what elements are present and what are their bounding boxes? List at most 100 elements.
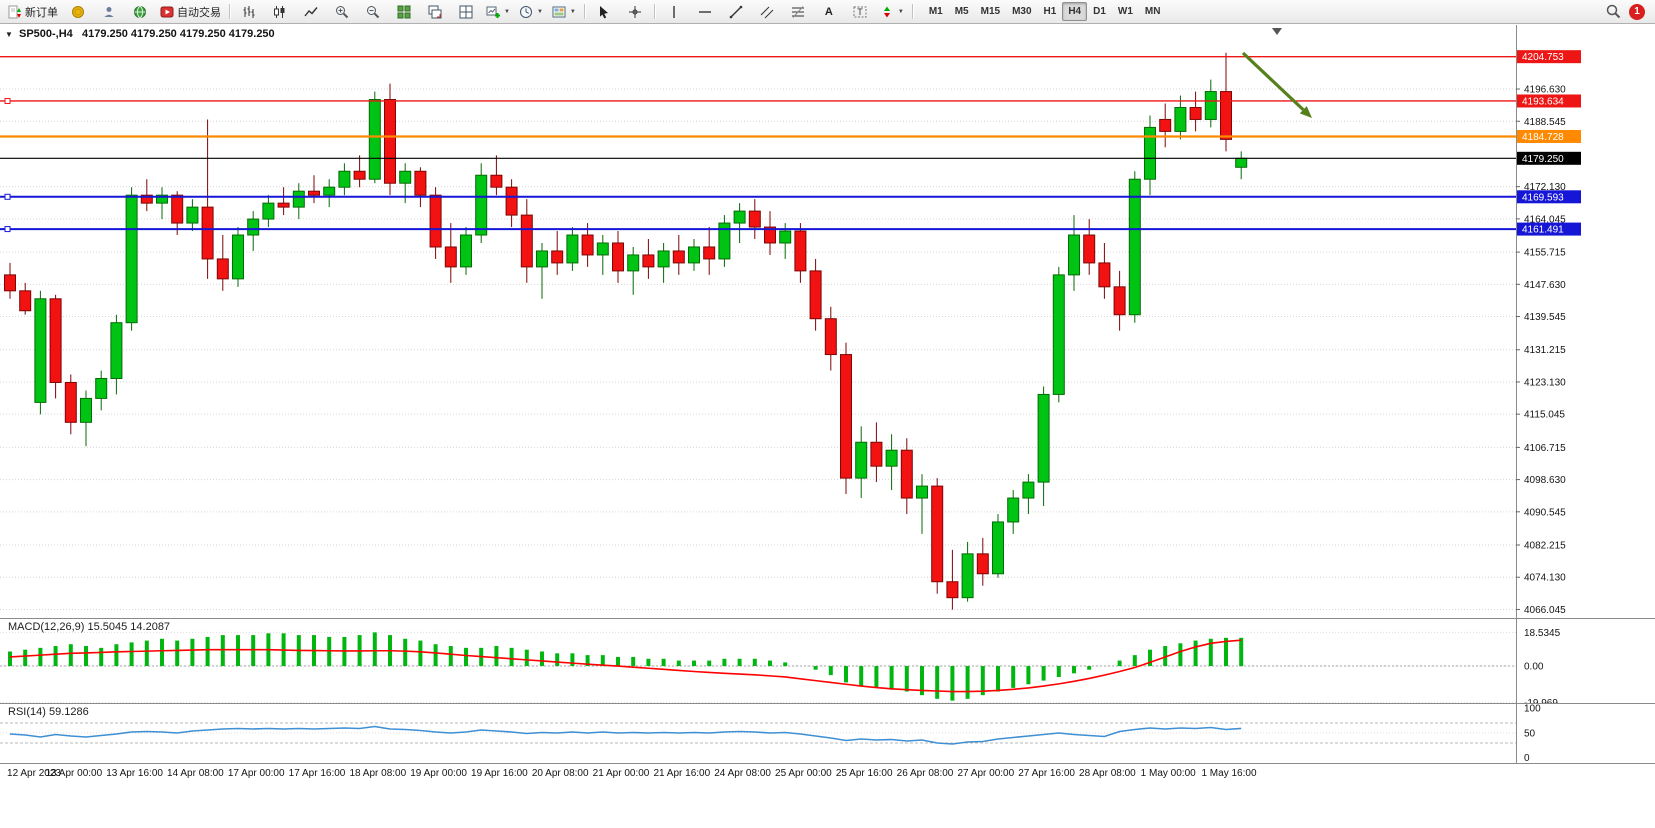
macd-axis: 18.5345 0.00 -19.969 xyxy=(1516,618,1561,703)
horizontal-line-icon xyxy=(698,10,711,13)
rsi-axis: 100 50 0 xyxy=(1516,703,1541,763)
arrow-annotation xyxy=(1241,28,1312,118)
macd-panel-canvas[interactable]: 18.5345 0.00 -19.969 xyxy=(0,618,1655,703)
zoom-in-button[interactable] xyxy=(327,1,357,23)
svg-text:0.00: 0.00 xyxy=(1524,662,1544,673)
label-tool-button[interactable]: T xyxy=(845,1,875,23)
collapse-ohlc-icon[interactable]: ▼ xyxy=(5,30,13,39)
cascade-windows-button[interactable] xyxy=(420,1,450,23)
rsi-indicator-label: RSI(14) 59.1286 xyxy=(8,706,89,718)
zoom-out-icon xyxy=(367,5,380,18)
rsi-line xyxy=(9,725,1242,745)
svg-text:4106.715: 4106.715 xyxy=(1524,443,1566,454)
macd-indicator-label: MACD(12,26,9) 15.5045 14.2087 xyxy=(8,621,171,633)
svg-text:18.5345: 18.5345 xyxy=(1524,628,1561,639)
toolbar: 新订单 自动交易 xyxy=(0,0,1655,24)
svg-text:4161.491: 4161.491 xyxy=(1522,225,1564,236)
svg-text:4066.045: 4066.045 xyxy=(1524,605,1566,616)
rsi-panel-canvas[interactable]: 100 50 0 xyxy=(0,703,1655,763)
time-label: 26 Apr 08:00 xyxy=(896,768,954,779)
timeframe-w1[interactable]: W1 xyxy=(1117,6,1133,17)
timeframe-m15[interactable]: M15 xyxy=(980,6,1001,17)
timeframe-d1[interactable]: D1 xyxy=(1093,6,1106,17)
community-button[interactable] xyxy=(94,1,124,23)
timeframe-m1[interactable]: M1 xyxy=(928,6,943,17)
time-axis[interactable]: 12 Apr 2023 13 Apr 00:00 13 Apr 16:00 14 Ap… xyxy=(0,763,1655,786)
horizontal-line-tool-button[interactable] xyxy=(690,1,720,23)
trendline-tool-button[interactable] xyxy=(721,1,751,23)
timeframe-h4[interactable]: H4 xyxy=(1062,2,1088,21)
main-chart-canvas[interactable]: 4196.630 4188.545 4172.130 4164.045 4155.715… xyxy=(0,25,1655,618)
notification-badge[interactable]: 1 xyxy=(1629,3,1645,20)
svg-text:4196.630: 4196.630 xyxy=(1524,85,1566,96)
time-label: 24 Apr 08:00 xyxy=(714,768,771,779)
shapes-tool-button[interactable]: ▼ xyxy=(876,1,908,23)
chevron-down-icon: ▼ xyxy=(504,8,510,15)
time-label: 17 Apr 16:00 xyxy=(288,768,346,779)
price-axis: 4196.630 4188.545 4172.130 4164.045 4155.715… xyxy=(1516,25,1566,618)
time-label: 19 Apr 00:00 xyxy=(410,768,467,779)
svg-text:4131.215: 4131.215 xyxy=(1524,345,1566,356)
line-chart-button[interactable] xyxy=(296,1,326,23)
web-button[interactable] xyxy=(125,1,155,23)
time-label: 17 Apr 00:00 xyxy=(227,768,285,779)
time-label: 1 May 16:00 xyxy=(1201,768,1257,779)
cursor-tool-button[interactable] xyxy=(589,1,619,23)
bar-chart-icon xyxy=(243,5,255,18)
time-label: 20 Apr 08:00 xyxy=(531,768,589,779)
time-label: 25 Apr 00:00 xyxy=(775,768,832,779)
timeframe-mn[interactable]: MN xyxy=(1144,6,1161,17)
fibonacci-tool-button[interactable] xyxy=(783,1,813,23)
svg-text:4164.045: 4164.045 xyxy=(1524,214,1566,225)
crosshair-tool-button[interactable] xyxy=(620,1,650,23)
notification-count: 1 xyxy=(1634,6,1640,17)
arrange-windows-icon xyxy=(459,5,473,18)
periods-button[interactable]: ▼ xyxy=(515,1,547,23)
timeframe-m5[interactable]: M5 xyxy=(954,6,969,17)
time-label: 13 Apr 00:00 xyxy=(45,768,103,779)
text-tool-label: A xyxy=(824,5,833,18)
chart-ohlc-values: 4179.250 4179.250 4179.250 4179.250 xyxy=(81,28,275,40)
svg-text:4188.545: 4188.545 xyxy=(1524,117,1566,128)
timeframe-h1[interactable]: H1 xyxy=(1043,6,1057,17)
chart-symbol-period: SP500-,H4 xyxy=(18,28,73,40)
bar-chart-button[interactable] xyxy=(234,1,264,23)
zoom-in-icon xyxy=(336,5,349,18)
channel-tool-button[interactable] xyxy=(752,1,782,23)
horizontal-lines-layer xyxy=(0,55,1516,233)
tile-windows-button[interactable] xyxy=(389,1,419,23)
tile-windows-icon xyxy=(397,5,411,18)
cursor-icon xyxy=(599,5,608,18)
new-chart-button[interactable]: ▼ xyxy=(482,1,514,23)
globe-icon xyxy=(134,5,146,18)
deposit-button[interactable] xyxy=(63,1,93,23)
zoom-out-button[interactable] xyxy=(358,1,388,23)
trendline-icon xyxy=(729,5,743,18)
timeframe-m30[interactable]: M30 xyxy=(1012,6,1032,17)
chevron-down-icon: ▼ xyxy=(536,8,543,15)
svg-text:4184.728: 4184.728 xyxy=(1522,132,1564,143)
time-label: 28 Apr 08:00 xyxy=(1079,768,1136,779)
time-label: 18 Apr 08:00 xyxy=(349,768,407,779)
arrange-windows-button[interactable] xyxy=(451,1,481,23)
autotrading-button[interactable]: 自动交易 xyxy=(156,1,225,23)
chart-area: ▼ SP500-,H4 4179.250 4179.250 4179.250 4… xyxy=(0,25,1655,828)
vertical-line-tool-button[interactable] xyxy=(659,1,689,23)
svg-text:4074.130: 4074.130 xyxy=(1524,573,1566,584)
line-chart-icon xyxy=(304,6,318,16)
macd-histogram xyxy=(8,632,1244,701)
rsi-levels xyxy=(0,722,1516,744)
coin-icon xyxy=(72,5,84,18)
time-label: 27 Apr 00:00 xyxy=(957,768,1015,779)
svg-text:4204.753: 4204.753 xyxy=(1522,52,1564,63)
crosshair-icon xyxy=(628,5,641,18)
new-order-button[interactable]: 新订单 xyxy=(4,1,62,23)
channel-icon xyxy=(760,6,774,18)
svg-text:-19.969: -19.969 xyxy=(1524,698,1558,703)
templates-button[interactable]: ▼ xyxy=(548,1,580,23)
time-label: 27 Apr 16:00 xyxy=(1018,768,1075,779)
candlestick-button[interactable] xyxy=(265,1,295,23)
text-tool-button[interactable]: A xyxy=(814,1,844,23)
time-label: 13 Apr 16:00 xyxy=(106,768,163,779)
search-icon[interactable] xyxy=(1606,4,1621,19)
